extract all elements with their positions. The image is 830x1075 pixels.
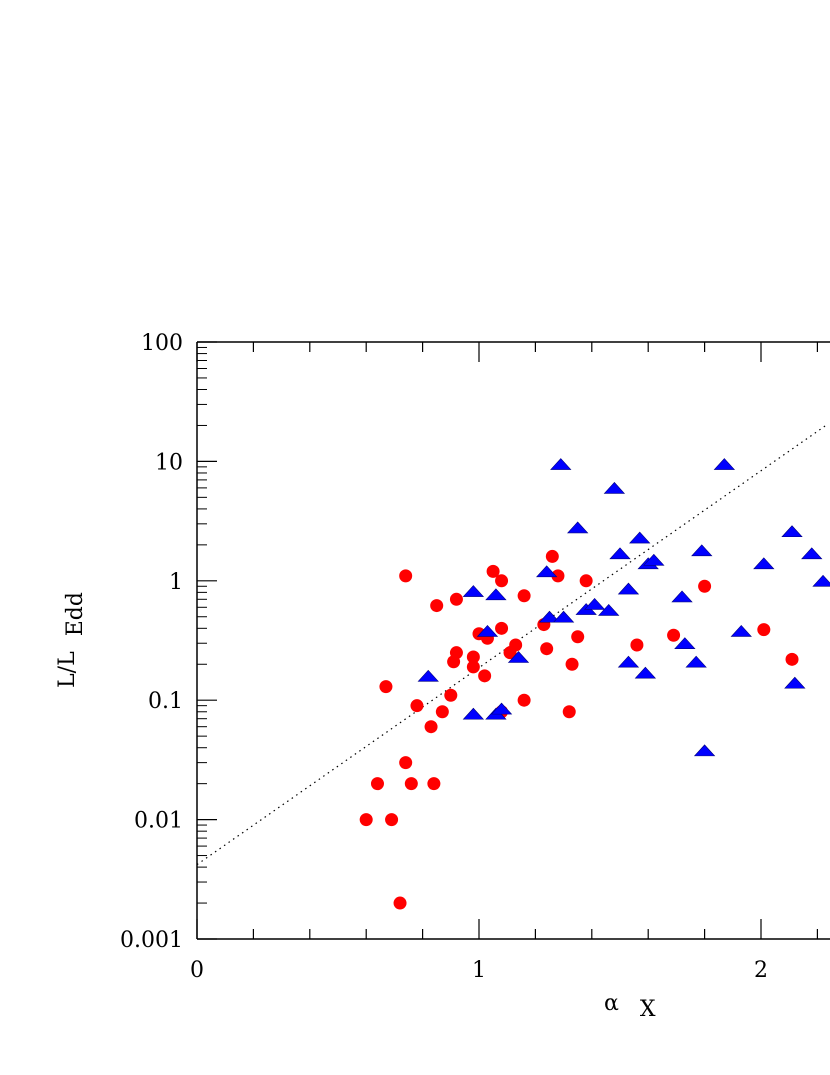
y-tick-label: 0.01	[134, 809, 183, 834]
fit-line-group	[196, 424, 827, 866]
y-tick-label: 10	[155, 450, 183, 475]
circle-point	[410, 699, 424, 713]
circle-point	[551, 569, 565, 583]
y-tick-label: 1	[169, 570, 183, 595]
circle-point	[466, 660, 480, 674]
circle-point	[399, 569, 413, 583]
circle-point	[427, 777, 441, 791]
triangle-point	[485, 588, 507, 601]
triangle-point	[417, 669, 439, 682]
x-tick-label: 0	[190, 958, 204, 983]
y-tick-label: 0.001	[120, 928, 183, 953]
circle-point	[571, 630, 585, 644]
circle-point	[370, 777, 384, 791]
circle-point	[545, 549, 559, 563]
circle-point	[562, 705, 576, 719]
x-axis-label: α X	[604, 991, 656, 1022]
circle-point	[495, 621, 509, 635]
circle-point	[757, 623, 771, 637]
triangle-point	[507, 651, 530, 663]
triangle-point	[801, 547, 823, 560]
triangle-point	[685, 655, 707, 668]
circle-point	[449, 646, 463, 660]
triangle-point	[536, 565, 558, 578]
circle-point	[667, 628, 681, 642]
y-tick-label: 0.1	[148, 689, 183, 714]
circle-point	[517, 589, 531, 603]
fit-line	[196, 424, 827, 866]
triangle-point	[643, 553, 665, 566]
circle-point	[540, 642, 554, 656]
triangle-point	[462, 585, 485, 597]
circle-point	[449, 592, 463, 606]
triangle-point	[693, 744, 716, 757]
plot-frame-group	[196, 341, 830, 940]
circle-point	[579, 574, 593, 588]
circle-point	[444, 688, 458, 702]
triangle-point	[538, 610, 561, 623]
circle-point	[404, 777, 418, 791]
y-axis-label: L/L Edd	[55, 592, 88, 688]
circle-point	[630, 638, 644, 652]
circle-point	[495, 574, 509, 588]
triangle-point	[617, 655, 640, 668]
circle-point	[478, 669, 492, 683]
data-points	[359, 458, 830, 910]
triangle-point	[583, 597, 606, 610]
circle-point	[359, 813, 373, 827]
triangle-point	[476, 625, 499, 637]
circle-point	[379, 680, 393, 694]
triangle-point	[634, 666, 657, 679]
circle-point	[424, 720, 438, 734]
triangle-point	[812, 574, 830, 587]
circle-point	[430, 599, 444, 613]
axis-ticks	[196, 341, 819, 940]
triangle-point	[617, 582, 640, 595]
triangle-point	[552, 610, 575, 623]
triangle-point	[603, 481, 626, 494]
circle-point	[565, 657, 579, 671]
triangle-point	[609, 547, 631, 560]
circle-point	[509, 638, 523, 652]
triangle-point	[550, 458, 572, 470]
circle-point	[486, 564, 500, 578]
triangle-point	[730, 625, 752, 637]
circle-point	[385, 813, 399, 827]
x-tick-label: 2	[754, 958, 768, 983]
circle-point	[517, 693, 531, 707]
tick-labels: 0 1 2 0.001 0.01 0.1 1 10 100	[120, 331, 768, 983]
circle-point	[435, 705, 449, 719]
triangle-point	[691, 544, 713, 557]
triangle-point	[671, 590, 693, 603]
circle-point	[466, 650, 480, 664]
triangle-point	[674, 637, 696, 650]
x-axis-label-subscript: X	[640, 997, 656, 1022]
x-tick-label: 1	[472, 958, 486, 983]
circle-point	[399, 756, 413, 770]
y-axis-label-subscript: Edd	[63, 592, 88, 636]
triangle-point	[713, 458, 736, 470]
circle-point	[393, 896, 407, 910]
triangle-point	[490, 702, 513, 715]
triangle-point	[781, 525, 803, 538]
triangle-point	[567, 521, 589, 534]
triangle-point	[462, 707, 485, 720]
y-tick-label: 100	[141, 331, 183, 356]
triangle-point	[598, 604, 620, 616]
circle-point	[785, 652, 799, 666]
x-axis-label-symbol: α	[604, 991, 619, 1016]
triangle-point	[629, 531, 651, 544]
triangle-point	[784, 676, 806, 689]
circle-point	[698, 579, 712, 593]
triangle-point	[753, 557, 775, 570]
y-axis-label-base: L/L	[55, 651, 80, 688]
